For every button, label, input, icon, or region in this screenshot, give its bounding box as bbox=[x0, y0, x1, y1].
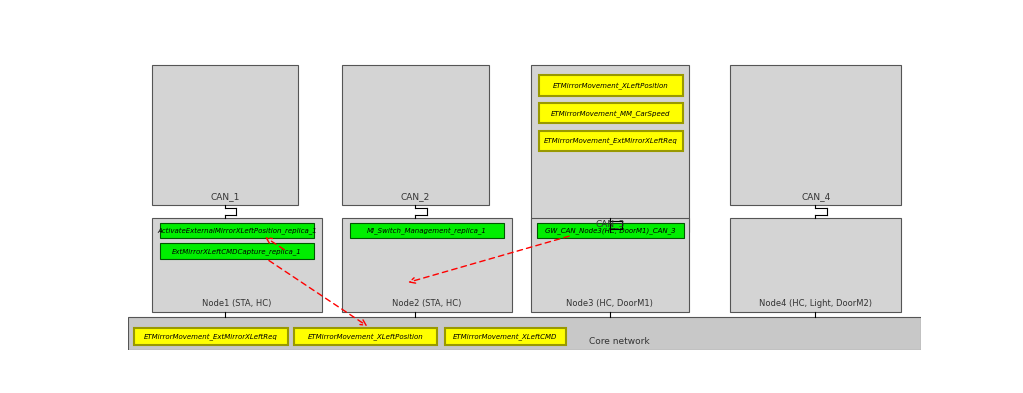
Bar bbox=[538, 75, 683, 95]
Text: CAN_3: CAN_3 bbox=[595, 219, 625, 228]
Bar bbox=[730, 218, 901, 312]
Bar bbox=[342, 65, 489, 204]
Text: Core network: Core network bbox=[589, 337, 650, 346]
Bar bbox=[730, 65, 901, 204]
Text: Node3 (HC, DoorM1): Node3 (HC, DoorM1) bbox=[567, 299, 654, 309]
Bar bbox=[350, 223, 504, 239]
Bar bbox=[342, 218, 513, 312]
Text: ETMirrorMovement_ExtMirrorXLeftReq: ETMirrorMovement_ExtMirrorXLeftReq bbox=[144, 333, 278, 340]
Text: ETMirrorMovement_ExtMirrorXLeftReq: ETMirrorMovement_ExtMirrorXLeftReq bbox=[544, 138, 677, 144]
Bar bbox=[128, 317, 921, 350]
Text: Node4 (HC, Light, DoorM2): Node4 (HC, Light, DoorM2) bbox=[759, 299, 873, 309]
Text: Node1 (STA, HC): Node1 (STA, HC) bbox=[203, 299, 271, 309]
Bar bbox=[531, 65, 690, 232]
Bar bbox=[151, 65, 299, 204]
Bar bbox=[160, 243, 314, 259]
Text: ExtMirrorXLeftCMDCapture_replica_1: ExtMirrorXLeftCMDCapture_replica_1 bbox=[172, 248, 302, 255]
Bar bbox=[531, 218, 690, 312]
Text: ETMirrorMovement_XLeftCMD: ETMirrorMovement_XLeftCMD bbox=[453, 333, 558, 340]
Text: CAN_2: CAN_2 bbox=[401, 192, 430, 201]
Text: ETMirrorMovement_XLeftPosition: ETMirrorMovement_XLeftPosition bbox=[308, 333, 424, 340]
Bar bbox=[151, 218, 322, 312]
Text: CAN_4: CAN_4 bbox=[801, 192, 831, 201]
Bar bbox=[134, 328, 288, 345]
Bar bbox=[538, 131, 683, 151]
Bar bbox=[538, 103, 683, 123]
Text: ETMirrorMovement_XLeftPosition: ETMirrorMovement_XLeftPosition bbox=[552, 82, 669, 89]
Text: CAN_1: CAN_1 bbox=[211, 192, 239, 201]
Text: Node2 (STA, HC): Node2 (STA, HC) bbox=[393, 299, 461, 309]
Text: MI_Switch_Management_replica_1: MI_Switch_Management_replica_1 bbox=[367, 227, 487, 234]
Text: ETMirrorMovement_MM_CarSpeed: ETMirrorMovement_MM_CarSpeed bbox=[551, 110, 670, 117]
Bar bbox=[295, 328, 437, 345]
Text: GW_CAN_Node3(HC, DoorM1)_CAN_3: GW_CAN_Node3(HC, DoorM1)_CAN_3 bbox=[545, 227, 676, 234]
Bar bbox=[537, 223, 684, 239]
Text: ActivateExternalMirrorXLeftPosition_replica_1: ActivateExternalMirrorXLeftPosition_repl… bbox=[157, 227, 317, 234]
Bar bbox=[160, 223, 314, 239]
Bar bbox=[445, 328, 566, 345]
